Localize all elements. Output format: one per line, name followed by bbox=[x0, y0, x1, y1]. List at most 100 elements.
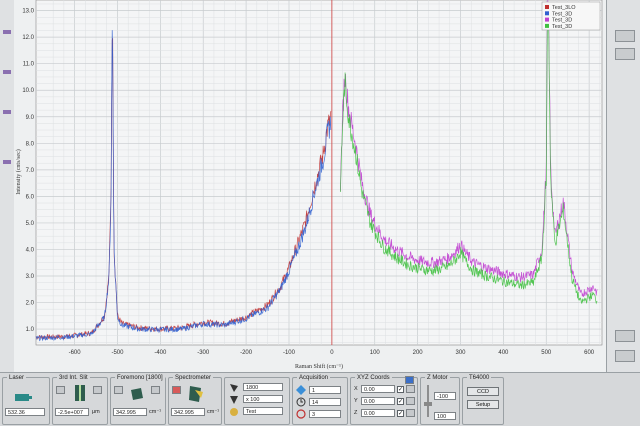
series-line bbox=[340, 13, 598, 305]
x-tick-label: 0 bbox=[330, 350, 334, 356]
legend-label: Test_3D bbox=[552, 11, 572, 17]
y-tick-label: 4.0 bbox=[26, 247, 35, 253]
slit-unit: μm bbox=[92, 409, 100, 415]
side-button[interactable] bbox=[615, 48, 635, 60]
laser-title: Laser bbox=[7, 375, 27, 381]
xyz-group: XYZ Coords X 0.00 ✓ Y 0.00 ✓ Z 0.00 ✓ bbox=[350, 375, 418, 425]
y-tick-label: 9.0 bbox=[26, 115, 35, 121]
z-lock-checkbox[interactable]: ✓ bbox=[397, 410, 404, 417]
slit-increase-button[interactable] bbox=[93, 386, 102, 394]
left-panel-marker bbox=[3, 110, 11, 114]
spectrum-plot-panel[interactable]: -600 -500 -400 -300 -200 -100 0 100 200 300 400 500… bbox=[14, 0, 606, 372]
x-tick-label: -200 bbox=[240, 350, 253, 356]
xyz-title: XYZ Coords bbox=[355, 375, 392, 381]
x-tick-label: -400 bbox=[154, 350, 167, 356]
grating-select[interactable]: 1800 bbox=[243, 383, 283, 391]
foremono-value-field[interactable]: 342.995 bbox=[113, 408, 147, 416]
y-tick-label: 3.0 bbox=[26, 274, 35, 280]
acquire-icon bbox=[296, 385, 306, 395]
series-line bbox=[340, 0, 598, 298]
slit-icon bbox=[75, 385, 85, 401]
legend-label: Test_3D bbox=[552, 24, 572, 30]
y-tick-label: 10.0 bbox=[22, 88, 34, 94]
foremono-increase-button[interactable] bbox=[151, 386, 160, 394]
y-go-button[interactable] bbox=[406, 397, 415, 405]
side-button[interactable] bbox=[615, 330, 635, 342]
laser-select[interactable]: 532.36 bbox=[5, 408, 45, 416]
y-tick-label: 2.0 bbox=[26, 301, 35, 307]
acq-time-field[interactable]: 1 bbox=[309, 386, 341, 394]
legend-swatch bbox=[545, 23, 549, 28]
acq-repeat-field[interactable]: 3 bbox=[309, 410, 341, 418]
slit-value-field[interactable]: -2.5e+007 bbox=[55, 408, 89, 416]
spectrometer-group: Spectrometer 342.995 cm⁻¹ bbox=[168, 375, 222, 425]
left-panel-marker bbox=[3, 70, 11, 74]
grating-icon bbox=[230, 384, 238, 392]
objective-select[interactable]: x 100 bbox=[243, 395, 283, 403]
acq-count-field[interactable]: 14 bbox=[309, 398, 341, 406]
acquisition-title: Acquisition bbox=[297, 375, 331, 381]
x-coord-field[interactable]: 0.00 bbox=[361, 385, 395, 393]
y-coord-field[interactable]: 0.00 bbox=[361, 397, 395, 405]
side-button[interactable] bbox=[615, 350, 635, 362]
slit-title: 3rd Int. Slit bbox=[57, 375, 90, 381]
y-tick-label: 11.0 bbox=[23, 62, 35, 68]
spectrum-chart[interactable]: -600 -500 -400 -300 -200 -100 0 100 200 300 400 500… bbox=[14, 0, 606, 372]
foremono-unit: cm⁻¹ bbox=[149, 409, 162, 415]
zmotor-max-field[interactable]: 100 bbox=[434, 412, 456, 420]
instrument-toolbar: Laser 532.36 3rd Int. Slit -2.5e+007 μm … bbox=[0, 372, 640, 426]
spectrometer-stop-button[interactable] bbox=[172, 386, 181, 394]
x-tick-label: -100 bbox=[283, 350, 296, 356]
grating-group: 1800 x 100 Test bbox=[224, 377, 290, 425]
side-button[interactable] bbox=[615, 30, 635, 42]
x-tick-label: -500 bbox=[111, 350, 124, 356]
x-label: X bbox=[354, 386, 358, 392]
x-tick-label: 400 bbox=[498, 350, 509, 356]
objective-icon bbox=[230, 396, 238, 404]
setup-button[interactable]: Setup bbox=[467, 400, 499, 409]
zmotor-slider[interactable] bbox=[424, 384, 432, 418]
y-axis-title: Intensity (cnts/sec) bbox=[15, 149, 22, 195]
x-tick-label: 100 bbox=[370, 350, 381, 356]
zmotor-group: Z Motor -100 100 bbox=[420, 375, 460, 425]
t64000-title: T64000 bbox=[467, 375, 492, 381]
ccd-button[interactable]: CCD bbox=[467, 387, 499, 396]
right-side-panel bbox=[606, 0, 640, 372]
y-tick-label: 5.0 bbox=[26, 221, 35, 227]
spectrometer-value-field[interactable]: 342.995 bbox=[171, 408, 205, 416]
x-go-button[interactable] bbox=[406, 385, 415, 393]
zmotor-title: Z Motor bbox=[425, 375, 450, 381]
legend-swatch bbox=[545, 17, 549, 22]
x-tick-label: 600 bbox=[584, 350, 595, 356]
legend-label: Test_3D bbox=[552, 18, 572, 24]
xyz-menu-button[interactable] bbox=[405, 376, 414, 384]
clock-icon bbox=[296, 397, 306, 407]
slit-decrease-button[interactable] bbox=[56, 386, 65, 394]
slit-group: 3rd Int. Slit -2.5e+007 μm bbox=[52, 375, 108, 425]
z-coord-field[interactable]: 0.00 bbox=[361, 409, 395, 417]
y-label: Y bbox=[354, 398, 358, 404]
y-tick-label: 1.0 bbox=[26, 327, 35, 333]
legend-swatch bbox=[545, 5, 549, 9]
legend-label: Test_3LO bbox=[552, 5, 576, 11]
spectrometer-unit: cm⁻¹ bbox=[207, 409, 220, 415]
filter-select[interactable]: Test bbox=[243, 407, 283, 415]
x-tick-label: -600 bbox=[69, 350, 82, 356]
foremono-group: Foremono [1800] 342.995 cm⁻¹ bbox=[110, 375, 166, 425]
series-line bbox=[35, 30, 332, 342]
z-go-button[interactable] bbox=[406, 409, 415, 417]
x-lock-checkbox[interactable]: ✓ bbox=[397, 386, 404, 393]
foremono-title: Foremono [1800] bbox=[115, 375, 165, 381]
foremono-decrease-button[interactable] bbox=[114, 386, 123, 394]
y-lock-checkbox[interactable]: ✓ bbox=[397, 398, 404, 405]
y-tick-label: 12.0 bbox=[22, 35, 34, 41]
left-side-panel bbox=[0, 0, 15, 372]
left-panel-marker bbox=[3, 30, 11, 34]
x-tick-label: 300 bbox=[455, 350, 466, 356]
y-tick-label: 8.0 bbox=[26, 141, 35, 147]
zmotor-min-field[interactable]: -100 bbox=[434, 392, 456, 400]
t64000-group: T64000 CCD Setup bbox=[462, 375, 504, 425]
x-tick-label: -300 bbox=[197, 350, 210, 356]
repeat-icon bbox=[296, 409, 306, 419]
